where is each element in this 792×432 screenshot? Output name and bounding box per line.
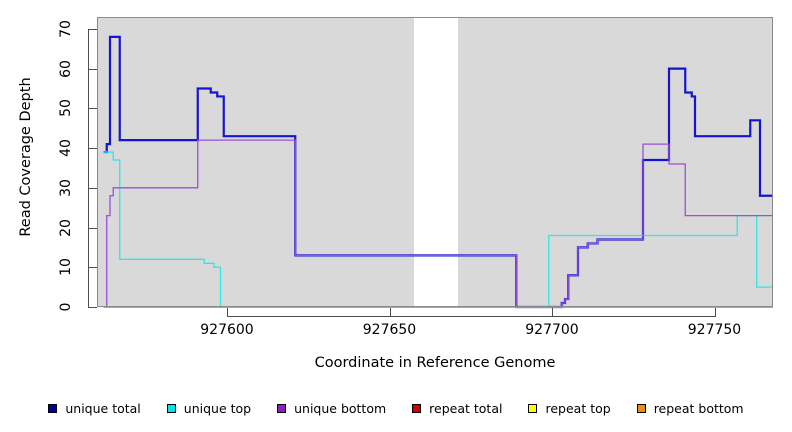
y-tick-label-30: 30 [58, 178, 74, 197]
y-tick-10 [88, 267, 97, 269]
plot-area [97, 17, 773, 309]
plot-background-right [458, 17, 773, 307]
plot-background-left [97, 17, 414, 307]
x-axis-title: Coordinate in Reference Genome [314, 355, 556, 371]
legend-item-repeat-bottom[interactable]: repeat bottom [636, 400, 744, 416]
legend-item-repeat-top[interactable]: repeat top [528, 400, 611, 416]
series-unique-top [103, 151, 773, 308]
x-tick-927600 [227, 308, 228, 317]
legend-label: repeat bottom [653, 400, 744, 416]
y-axis-line [88, 28, 89, 307]
x-tick-label-927700: 927700 [525, 322, 579, 338]
y-tick-label-10: 10 [58, 258, 74, 277]
y-tick-label-0: 0 [58, 302, 74, 312]
legend-item-unique-top[interactable]: unique top [166, 400, 252, 416]
legend-swatch-icon [48, 403, 58, 413]
x-tick-927700 [552, 308, 553, 317]
legend-item-unique-total[interactable]: unique total [48, 400, 141, 416]
y-axis-title: Read Coverage Depth [18, 77, 34, 237]
legend-label: repeat top [545, 400, 611, 416]
y-tick-label-70: 70 [58, 20, 74, 38]
series-lines [103, 35, 773, 309]
y-tick-20 [88, 227, 97, 229]
x-tick-927650 [389, 308, 391, 317]
y-tick-70 [88, 28, 97, 30]
legend-label: unique total [65, 400, 141, 416]
x-tick-927750 [714, 308, 716, 317]
y-tick-30 [88, 187, 97, 189]
y-tick-40 [88, 148, 97, 150]
series-unique-total [103, 35, 773, 309]
legend-label: unique top [183, 400, 252, 416]
legend-swatch-icon [166, 403, 176, 413]
legend-label: repeat total [429, 400, 503, 416]
legend-label: unique bottom [294, 400, 387, 416]
y-tick-label-20: 20 [58, 218, 74, 237]
legend-swatch-icon [528, 403, 538, 413]
legend-item-repeat-total[interactable]: repeat total [412, 401, 502, 416]
x-axis-line [227, 316, 715, 317]
x-tick-label-927600: 927600 [200, 322, 254, 338]
y-tick-label-50: 50 [58, 99, 74, 118]
y-tick-50 [88, 108, 97, 110]
legend-swatch-icon [636, 403, 646, 413]
chart-legend: unique total unique top unique bottom repea… [0, 396, 792, 420]
legend-swatch-icon [277, 403, 287, 413]
series-unique-bottom [103, 139, 773, 308]
y-tick-label-60: 60 [58, 59, 74, 78]
y-tick-0 [88, 307, 97, 308]
y-tick-label-40: 40 [58, 139, 74, 158]
x-tick-label-927650: 927650 [362, 322, 417, 338]
x-tick-label-927750: 927750 [687, 322, 742, 338]
legend-swatch-icon [412, 403, 422, 413]
legend-item-unique-bottom[interactable]: unique bottom [277, 401, 386, 416]
y-tick-60 [88, 68, 97, 70]
